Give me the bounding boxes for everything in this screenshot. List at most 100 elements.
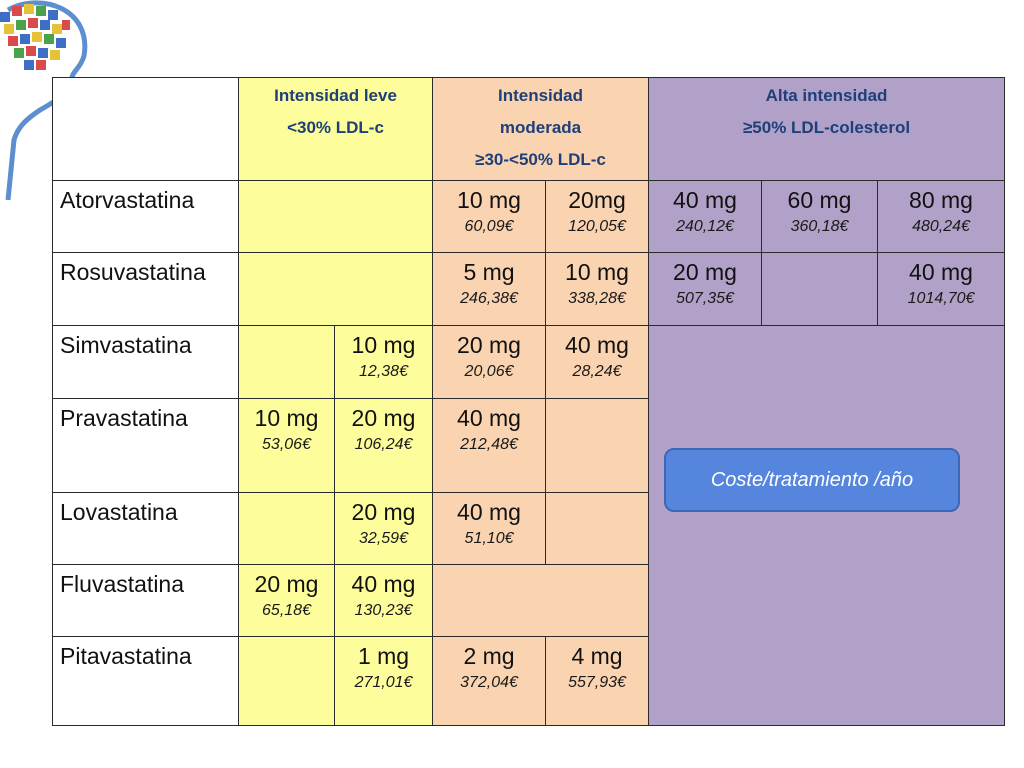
price: 240,12€	[676, 218, 734, 235]
drug-name-cell: Pravastatina	[52, 398, 239, 493]
empty-cell	[545, 492, 650, 565]
dose: 4 mg	[571, 643, 623, 669]
empty-cell	[545, 398, 650, 493]
dose: 40 mg	[457, 405, 521, 431]
dose: 60 mg	[787, 187, 852, 213]
dose: 20 mg	[673, 259, 737, 285]
price: 51,10€	[464, 530, 514, 547]
dose-cell: 10 mg 12,38€	[333, 325, 434, 399]
high-intensity-merged-cell	[648, 325, 1006, 726]
dose-cell: 2 mg 372,04€	[432, 636, 547, 726]
drug-name-cell: Atorvastatina	[52, 180, 239, 253]
dose-cell: 80 mg 480,24€	[877, 180, 1006, 253]
dose-cell: 20 mg 106,24€	[333, 398, 434, 493]
dose: 40 mg	[351, 571, 416, 597]
dose-cell: 20 mg 32,59€	[333, 492, 434, 565]
drug-name: Atorvastatina	[60, 187, 195, 213]
price: 557,93€	[568, 674, 626, 691]
price: 120,05€	[568, 218, 626, 235]
header-row: Intensidad leve <30% LDL-c Intensidad mo…	[52, 77, 1006, 181]
price: 53,06€	[262, 436, 311, 453]
empty-cell	[761, 252, 879, 326]
high-intensity-range: ≥50% LDL-colesterol	[742, 118, 911, 137]
dose: 20 mg	[351, 405, 416, 431]
dose: 10 mg	[351, 332, 416, 358]
low-intensity-title: Intensidad leve	[274, 86, 397, 105]
dose-cell: 5 mg 246,38€	[432, 252, 547, 326]
dose: 10 mg	[565, 259, 629, 285]
empty-cell	[238, 636, 335, 726]
price: 32,59€	[359, 530, 408, 547]
high-intensity-title: Alta intensidad	[765, 86, 888, 105]
dose: 40 mg	[909, 259, 973, 285]
high-intensity-header: Alta intensidad ≥50% LDL-colesterol	[648, 77, 1006, 181]
price: 28,24€	[572, 363, 622, 380]
drug-name-cell: Pitavastatina	[52, 636, 239, 726]
moderate-intensity-range: ≥30-<50% LDL-c	[475, 150, 606, 169]
price: 106,24€	[354, 436, 413, 453]
dose-cell: 20 mg 20,06€	[432, 325, 547, 399]
drug-name: Simvastatina	[60, 332, 192, 358]
table-row: Rosuvastatina 5 mg 246,38€ 10 mg 338,28€ 2…	[52, 252, 1006, 326]
dose: 40 mg	[673, 187, 737, 213]
dose: 20 mg	[351, 499, 416, 525]
dose: 20mg	[568, 187, 626, 213]
drug-name-cell: Lovastatina	[52, 492, 239, 565]
dose: 80 mg	[909, 187, 973, 213]
table-row: Simvastatina 10 mg 12,38€ 20 mg 20,06€ 40 …	[52, 325, 1006, 726]
moderate-intensity-title-1: Intensidad	[498, 86, 584, 105]
drug-name-cell: Rosuvastatina	[52, 252, 239, 326]
dose-cell: 40 mg 130,23€	[333, 564, 434, 637]
dose-cell: 40 mg 1014,70€	[877, 252, 1006, 326]
price: 480,24€	[912, 218, 970, 235]
moderate-intensity-header: Intensidad moderada ≥30-<50% LDL-c	[432, 77, 650, 181]
price: 20,06€	[464, 363, 514, 380]
price: 1014,70€	[907, 290, 975, 307]
price: 60,09€	[464, 218, 514, 235]
price: 65,18€	[262, 602, 311, 619]
dose-cell: 1 mg 271,01€	[333, 636, 434, 726]
dose-cell: 40 mg 51,10€	[432, 492, 547, 565]
price: 130,23€	[354, 602, 413, 619]
empty-cell	[237, 252, 434, 326]
dose-cell: 20 mg 65,18€	[238, 564, 335, 637]
dose-cell: 60 mg 360,18€	[761, 180, 879, 253]
dose-cell: 10 mg 60,09€	[432, 180, 547, 253]
table-row: Atorvastatina 10 mg 60,09€ 20mg 120,05€ 40…	[52, 180, 1006, 253]
dose: 40 mg	[457, 499, 521, 525]
table-row: Pitavastatina 1 mg 271,01€ 2 mg 372,04€ 4 …	[52, 636, 1005, 726]
table-row: Lovastatina 20 mg 32,59€ 40 mg 51,10€	[52, 492, 1005, 565]
dose: 1 mg	[357, 643, 410, 669]
drug-name: Lovastatina	[60, 499, 178, 525]
price: 212,48€	[460, 436, 518, 453]
price: 12,38€	[359, 363, 408, 380]
dose: 10 mg	[457, 187, 521, 213]
price: 360,18€	[790, 218, 849, 235]
empty-cell	[237, 180, 434, 253]
statin-intensity-table: Intensidad leve <30% LDL-c Intensidad mo…	[52, 77, 1006, 726]
cost-per-year-callout: Coste/tratamiento /año	[664, 448, 960, 512]
dose-cell: 20 mg 507,35€	[648, 252, 763, 326]
price: 507,35€	[676, 290, 734, 307]
dose-cell: 40 mg 212,48€	[432, 398, 547, 493]
drug-name-cell: Fluvastatina	[52, 564, 239, 637]
dose: 20 mg	[254, 571, 319, 597]
low-intensity-header: Intensidad leve <30% LDL-c	[237, 77, 434, 181]
price: 246,38€	[460, 290, 518, 307]
dose: 5 mg	[463, 259, 515, 285]
dose: 40 mg	[565, 332, 629, 358]
empty-cell	[238, 492, 335, 565]
price: 338,28€	[568, 290, 626, 307]
dose: 10 mg	[254, 405, 319, 431]
table-row: Pravastatina 10 mg 53,06€ 20 mg 106,24€ 40…	[52, 398, 1005, 493]
table-row: Fluvastatina 20 mg 65,18€ 40 mg 130,23€	[52, 564, 1005, 637]
empty-cell	[432, 564, 650, 637]
dose: 2 mg	[463, 643, 515, 669]
drug-name: Rosuvastatina	[60, 259, 206, 285]
dose-cell: 10 mg 338,28€	[545, 252, 650, 326]
dose-cell: 40 mg 240,12€	[648, 180, 763, 253]
dose-cell: 40 mg 28,24€	[545, 325, 650, 399]
dose-cell: 4 mg 557,93€	[545, 636, 650, 726]
dose: 20 mg	[457, 332, 521, 358]
moderate-intensity-title-2: moderada	[499, 118, 582, 137]
